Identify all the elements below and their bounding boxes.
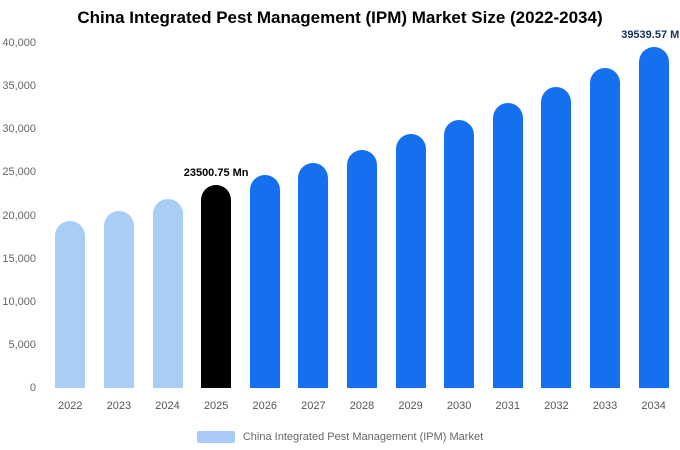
bar-2034[interactable] — [638, 46, 669, 388]
data-label-2025: 23500.75 Mn — [183, 167, 249, 180]
legend-label: China Integrated Pest Management (IPM) M… — [242, 431, 484, 443]
y-tick-label: 25,000 — [2, 166, 36, 179]
x-tick-label: 2023 — [106, 400, 132, 412]
bar-group-2030: 2030 — [435, 43, 484, 412]
y-tick-label: 10,000 — [2, 295, 36, 308]
bar-group-2023: 2023 — [95, 43, 144, 412]
bar-group-2025: 2025 23500.75 Mn — [184, 43, 249, 412]
bars-area: 2022 2023 2024 2025 23500.75 Mn 2026 2027 2028 2… — [46, 29, 680, 412]
y-tick-label: 15,000 — [2, 252, 36, 265]
bar-2029[interactable] — [395, 134, 426, 388]
bar-2023[interactable] — [103, 211, 134, 388]
plot-area: 2022 2023 2024 2025 23500.75 Mn 2026 2027 2028 2… — [46, 29, 680, 412]
bar-group-2022: 2022 — [46, 43, 95, 412]
x-tick-label: 2024 — [155, 400, 180, 412]
y-tick-label: 20,000 — [2, 209, 36, 222]
bar-group-2027: 2027 — [289, 43, 338, 412]
bar-2022[interactable] — [55, 220, 86, 388]
bar-group-2032: 2032 — [532, 43, 581, 412]
bar-2026[interactable] — [249, 174, 280, 388]
x-tick-label: 2033 — [592, 400, 618, 412]
x-tick-label: 2022 — [58, 400, 83, 412]
bar-group-2033: 2033 — [581, 43, 630, 412]
bar-2024[interactable] — [152, 199, 183, 388]
y-tick-label: 30,000 — [2, 123, 36, 136]
bar-group-2034: 2034 39539.57 Mn — [621, 29, 680, 412]
bar-2025[interactable] — [201, 185, 232, 388]
x-tick-label: 2029 — [398, 400, 423, 412]
x-tick-label: 2027 — [301, 400, 326, 412]
x-tick-label: 2025 — [203, 400, 229, 412]
y-tick-label: 35,000 — [2, 80, 36, 93]
bar-group-2026: 2026 — [240, 43, 289, 412]
x-tick-label: 2030 — [446, 400, 472, 412]
bar-2030[interactable] — [444, 119, 475, 388]
chart-title: China Integrated Pest Management (IPM) M… — [77, 8, 603, 27]
y-axis: 0 5,000 10,000 15,000 20,000 25,000 30,000 35,0… — [0, 37, 42, 394]
x-tick-label: 2028 — [349, 400, 375, 412]
x-tick-label: 2031 — [495, 400, 521, 412]
x-tick-label: 2026 — [252, 400, 277, 412]
x-tick-label: 2032 — [544, 400, 569, 412]
bar-2032[interactable] — [541, 87, 572, 388]
bar-2027[interactable] — [298, 162, 329, 388]
y-tick-label: 40,000 — [2, 37, 36, 49]
bar-group-2024: 2024 — [143, 43, 192, 412]
bar-group-2028: 2028 — [338, 43, 387, 412]
legend-swatch — [196, 431, 235, 443]
x-tick-label: 2034 — [641, 400, 666, 412]
y-tick-label: 5,000 — [8, 338, 36, 351]
bar-group-2029: 2029 — [386, 43, 435, 412]
y-tick-label: 0 — [29, 382, 36, 394]
legend: China Integrated Pest Management (IPM) M… — [0, 431, 680, 443]
bar-2033[interactable] — [590, 68, 620, 388]
data-label-2034: 39539.57 Mn — [621, 28, 680, 41]
bar-2028[interactable] — [346, 149, 377, 388]
bar-2031[interactable] — [492, 103, 523, 388]
bar-group-2031: 2031 — [483, 43, 532, 412]
